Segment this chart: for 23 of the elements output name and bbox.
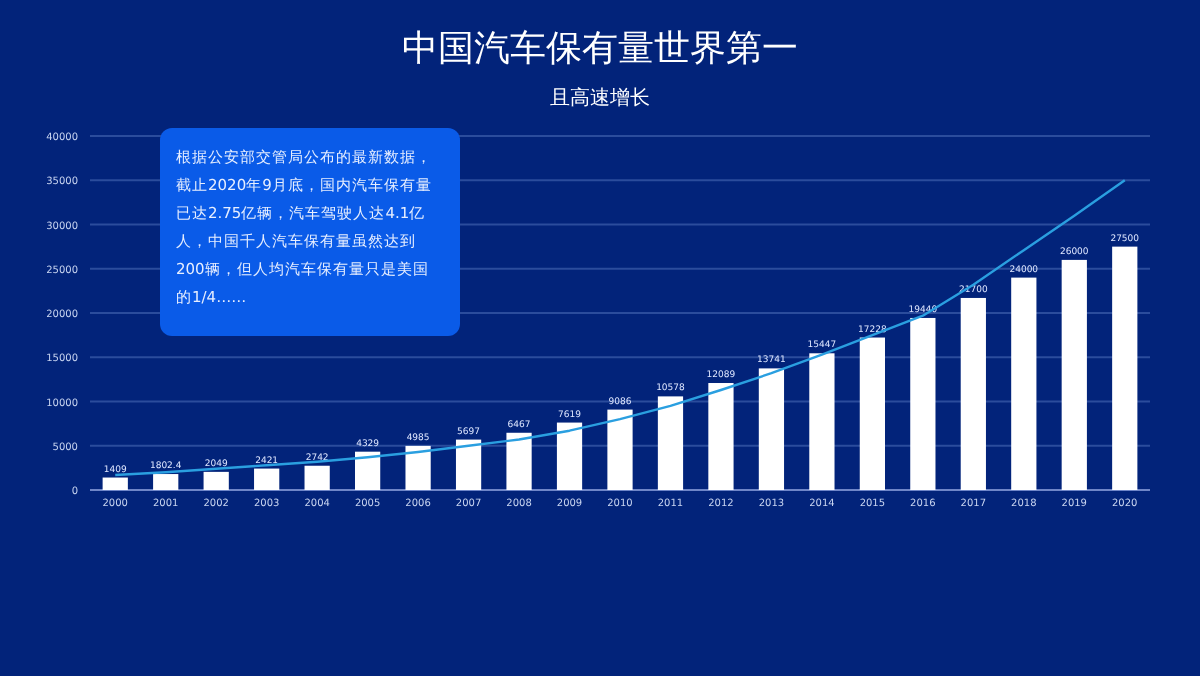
bar xyxy=(758,368,785,490)
bar xyxy=(960,297,986,490)
bar xyxy=(203,471,229,490)
bar xyxy=(355,451,381,490)
bar xyxy=(910,317,936,490)
bar xyxy=(254,468,280,490)
bar xyxy=(657,396,684,490)
bar xyxy=(304,465,330,490)
bar xyxy=(102,477,128,490)
bar xyxy=(859,337,885,490)
chart-subtitle: 且高速增长 xyxy=(550,86,650,110)
bar xyxy=(1112,246,1138,490)
bar xyxy=(1011,277,1037,490)
bar xyxy=(809,353,835,490)
bar xyxy=(405,445,431,490)
bar xyxy=(153,474,179,490)
bar xyxy=(607,409,633,490)
bar xyxy=(455,439,482,490)
bar xyxy=(556,422,583,490)
bar xyxy=(708,383,734,490)
chart-title: 中国汽车保有量世界第一 xyxy=(402,28,798,70)
bar xyxy=(1061,259,1087,490)
bar xyxy=(506,432,532,490)
